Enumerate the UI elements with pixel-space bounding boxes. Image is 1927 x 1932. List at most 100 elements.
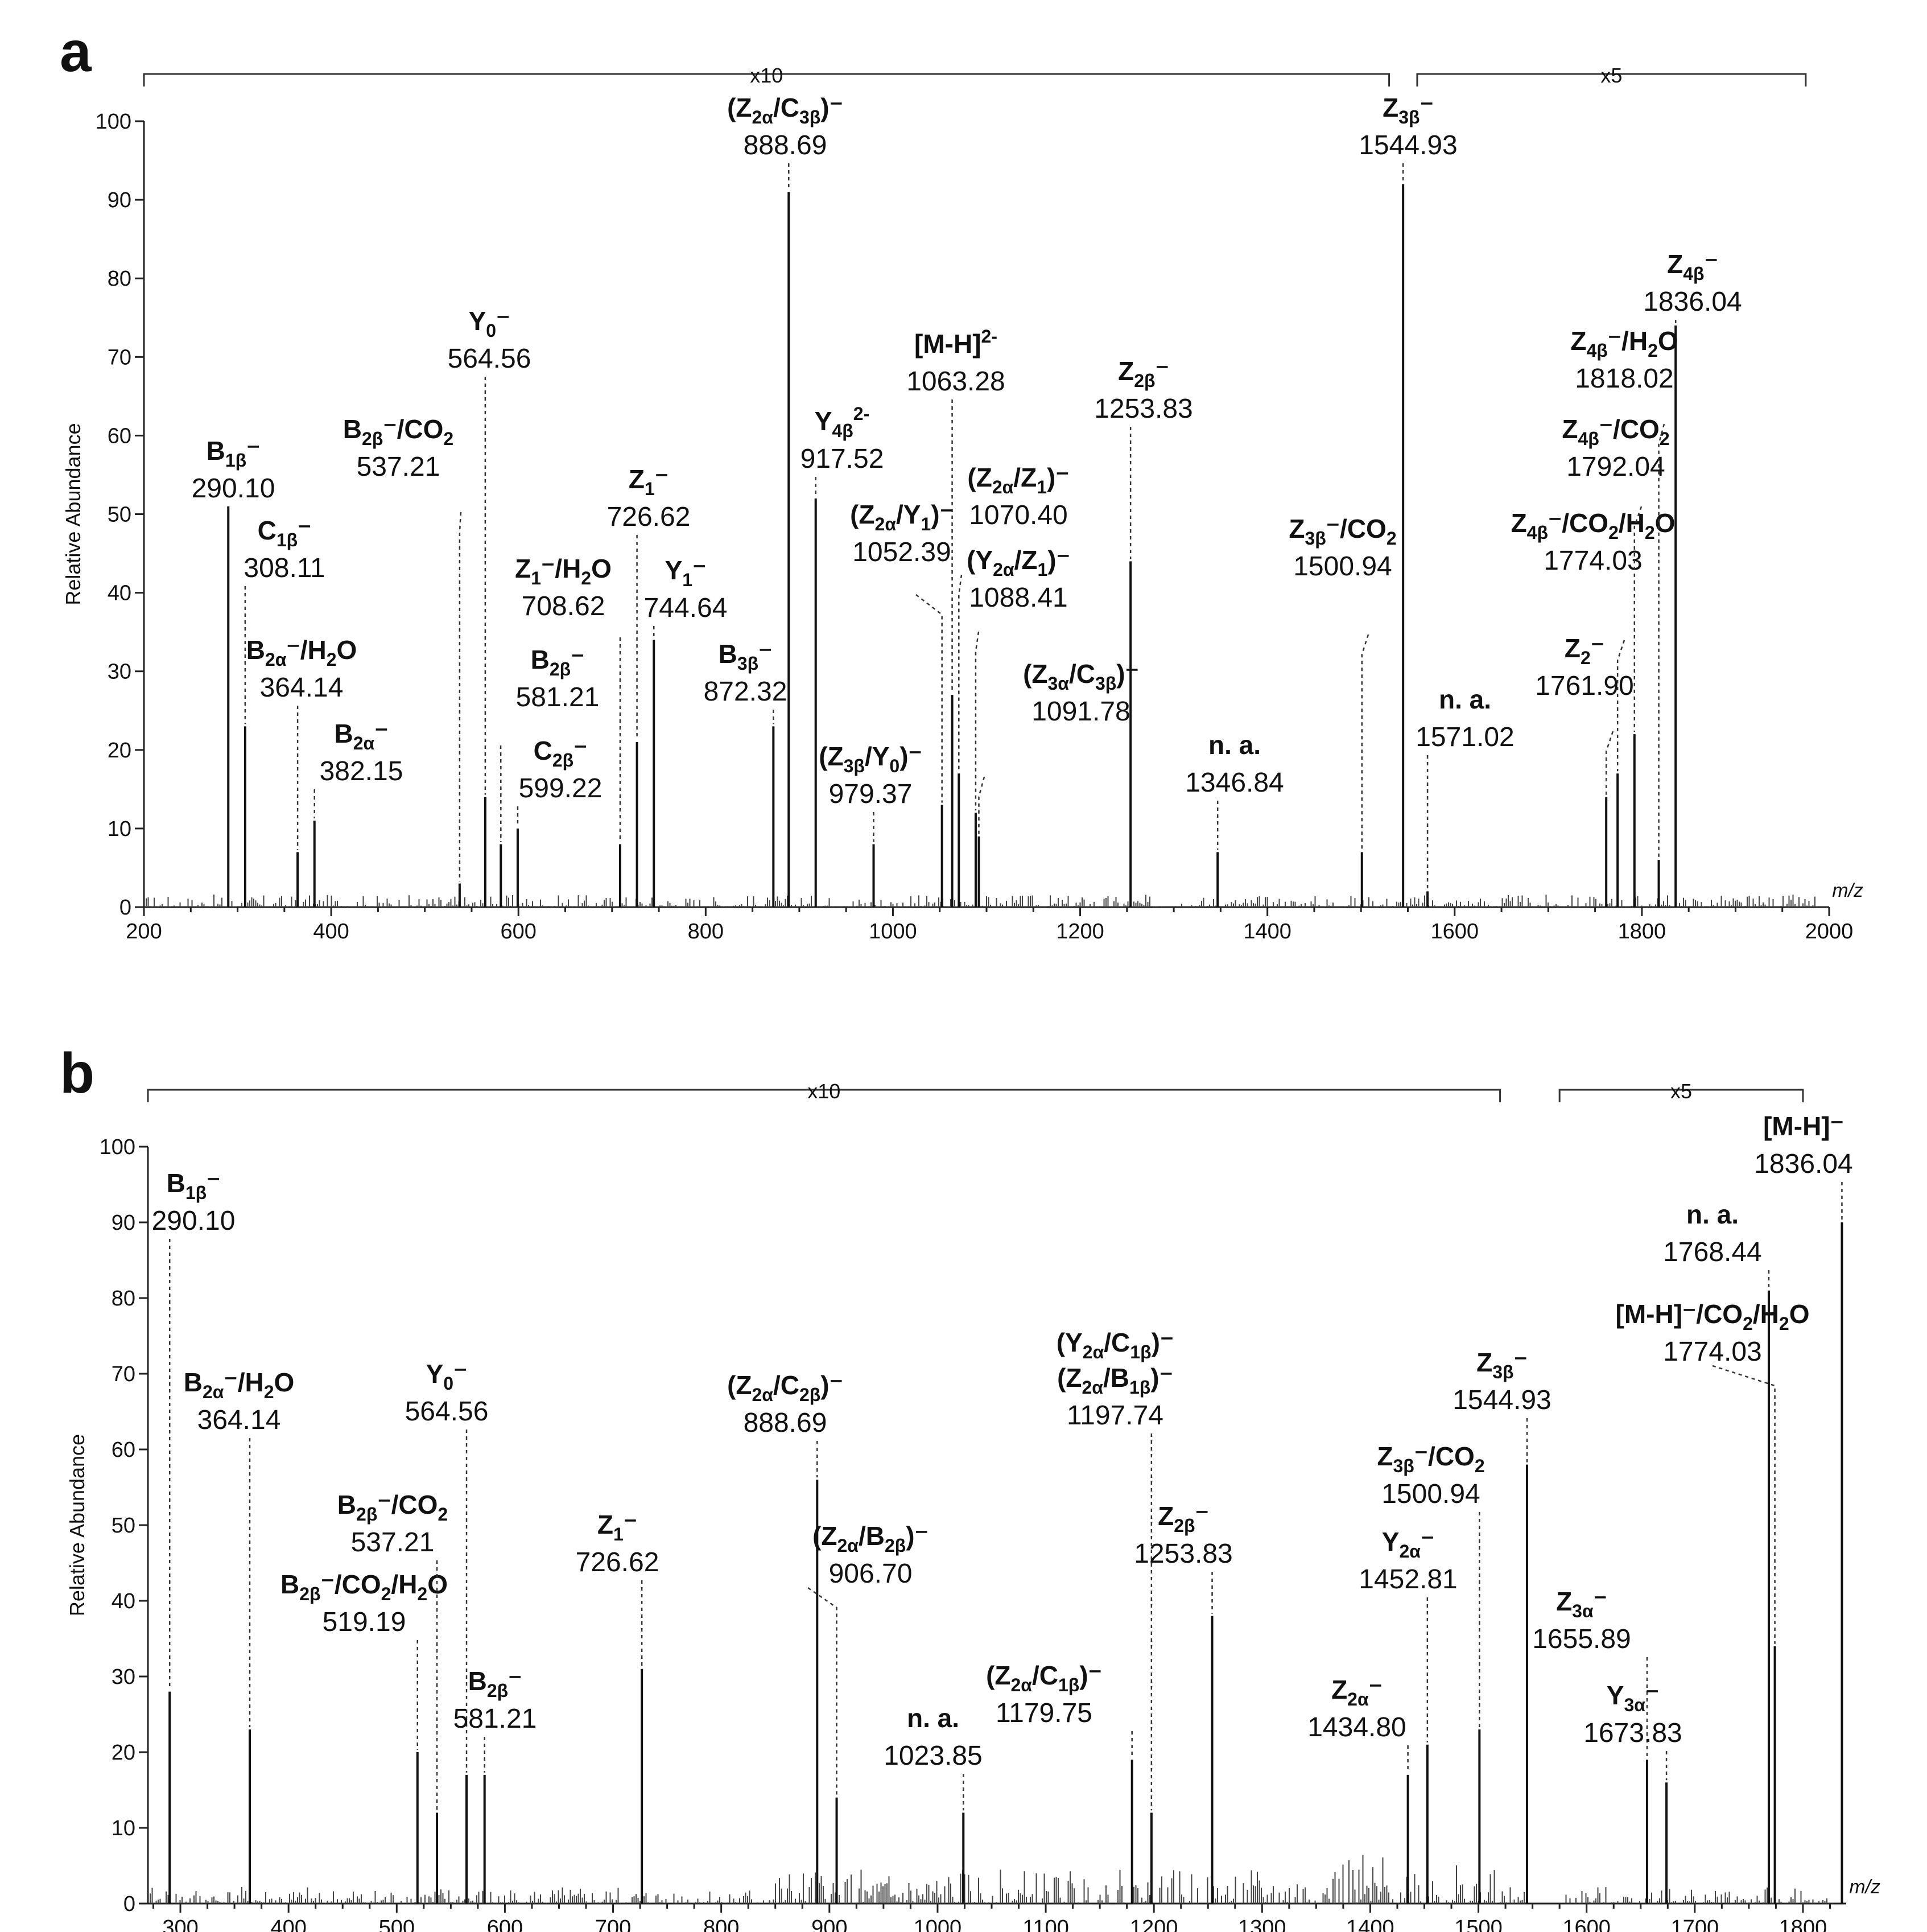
peak-group-a-9: Z1⁻726.62 xyxy=(607,464,690,907)
label-part: )⁻ xyxy=(1152,1328,1174,1357)
label-part: Y xyxy=(1382,1527,1400,1556)
label-part: 2 xyxy=(581,568,591,588)
x-tick-label: 1800 xyxy=(1618,920,1666,944)
label-part: )⁻ xyxy=(931,500,954,529)
mz-label-364.14: 364.14 xyxy=(260,673,344,703)
peak-group-a-16: [M-H]2- 1063.28 xyxy=(906,326,1005,907)
ion-label-1023.85: n. a. xyxy=(907,1703,959,1733)
peak-group-b-5: B2β⁻581.21 xyxy=(453,1666,537,1904)
label-part: B xyxy=(184,1367,203,1397)
label-part: Z xyxy=(1383,93,1398,122)
mz-label-308.11: 308.11 xyxy=(244,553,325,583)
peak-group-a-15: (Z2α/Y1)⁻1052.39 xyxy=(850,500,954,907)
label-part: /H xyxy=(391,1570,417,1599)
x-tick-label: 1300 xyxy=(1238,1916,1286,1932)
label-part: 2α xyxy=(993,559,1014,580)
mz-label-1673.83: 1673.83 xyxy=(1583,1718,1682,1748)
ion-label-537.21: B2β⁻/CO2 xyxy=(343,414,453,449)
label-part: 3β xyxy=(1492,1362,1513,1382)
label-part: 3β xyxy=(1393,1456,1414,1476)
mz-label-1179.75: 1179.75 xyxy=(996,1698,1092,1728)
ion-label-1434.80: Z2α⁻ xyxy=(1331,1675,1383,1709)
mz-label-1088.41: 1088.41 xyxy=(969,583,1068,613)
label-part: 4β xyxy=(1578,429,1599,449)
label-part: 3α xyxy=(1572,1601,1594,1621)
label-part: ⁻/H xyxy=(286,635,326,665)
x-tick-label: 2000 xyxy=(1805,920,1854,944)
mz-label-1792.04: 1792.04 xyxy=(1566,452,1665,482)
label-part: B xyxy=(531,645,550,674)
label-part: ⁻ xyxy=(1421,1527,1434,1556)
label-part: ⁻ xyxy=(496,306,510,336)
label-part: 2α xyxy=(992,477,1014,497)
label-part: 3α xyxy=(1624,1695,1645,1715)
label-part: n. a. xyxy=(1439,685,1491,714)
label-part: ⁻/CO xyxy=(321,1570,381,1599)
peak-group-a-13: Y4β2-917.52 xyxy=(800,403,884,907)
ion-label-726.62: Z1⁻ xyxy=(629,464,669,499)
ion-label-888.69: (Z2α/C2β)⁻ xyxy=(727,1370,843,1405)
mz-label-1452.81: 1452.81 xyxy=(1359,1564,1458,1595)
ion-label-382.15: B2α⁻ xyxy=(335,719,389,753)
label-part: Z xyxy=(1667,249,1683,279)
x-tick-label: 1600 xyxy=(1562,1916,1611,1932)
peak-group-a-21: n. a. 1346.84 xyxy=(1185,730,1284,907)
leader-line xyxy=(1616,640,1625,772)
label-part: B xyxy=(335,719,353,748)
mz-label-1091.78: 1091.78 xyxy=(1031,697,1130,727)
ion-label-564.56: Y0⁻ xyxy=(469,306,510,341)
label-part: 2β xyxy=(487,1680,508,1701)
x-tick-label: 800 xyxy=(703,1916,739,1932)
mz-label-1768.44: 1768.44 xyxy=(1663,1237,1762,1267)
label-part: 2α xyxy=(1011,1675,1033,1695)
leader-line xyxy=(1633,506,1643,732)
y-tick-label: 80 xyxy=(108,267,131,291)
zoom-bracket-x5 xyxy=(1416,73,1807,86)
x-axis-title: m/z xyxy=(1849,1876,1880,1898)
label-part: (Z xyxy=(812,1521,837,1551)
label-part: 1 xyxy=(613,1524,624,1544)
peak-group-a-18: (Y2α/Z1)⁻1088.41 xyxy=(967,545,1070,907)
label-part: 2α xyxy=(1083,1342,1104,1362)
label-part: ⁻/H xyxy=(1608,326,1648,356)
y-axis-title: Relative Abundance xyxy=(65,1434,89,1616)
zoom-label-x10: x10 xyxy=(750,64,783,87)
label-part: O xyxy=(274,1367,295,1397)
leader-line xyxy=(958,574,963,772)
peak-group-b-16: Z3β⁻1544.93 xyxy=(1453,1348,1551,1904)
mz-label-564.56: 564.56 xyxy=(405,1397,489,1427)
mz-label-1818.02: 1818.02 xyxy=(1575,364,1674,394)
zoom-bracket-x5 xyxy=(1558,1089,1804,1102)
label-part: C xyxy=(534,736,552,765)
label-part: Z xyxy=(515,554,531,583)
peak-group-a-25: Z2⁻1761.90 xyxy=(1535,633,1634,907)
label-part: Z xyxy=(597,1510,613,1539)
label-part: /H xyxy=(1753,1299,1779,1329)
ion-label-1253.83: Z2β⁻ xyxy=(1158,1501,1209,1536)
label-part: Y xyxy=(426,1359,444,1389)
label-part: 2β xyxy=(550,659,571,679)
label-part: 2β xyxy=(799,1385,820,1405)
label-part: 1 xyxy=(682,570,692,590)
ion-label-364.14: B2α⁻/H2O xyxy=(184,1367,295,1402)
label-part: ⁻ xyxy=(1591,633,1604,663)
label-part: B xyxy=(343,414,362,444)
peak-group-a-23: Z3β⁻1544.93 xyxy=(1359,93,1458,907)
y-tick-label: 90 xyxy=(112,1211,135,1235)
label-part: 2α xyxy=(875,514,897,534)
peak-group-a-29: Z4β⁻1836.04 xyxy=(1643,249,1742,907)
x-tick-label: 500 xyxy=(379,1916,415,1932)
mz-label-888.69: 888.69 xyxy=(744,130,827,160)
mz-label-290.10: 290.10 xyxy=(152,1206,236,1236)
ion-label-581.21: B2β⁻ xyxy=(531,645,585,679)
ion-label-1088.41: (Y2α/Z1)⁻ xyxy=(967,545,1070,580)
ion-label-1346.84: n. a. xyxy=(1208,730,1261,760)
mz-label-1655.89: 1655.89 xyxy=(1532,1624,1631,1654)
x-tick-label: 700 xyxy=(595,1916,631,1932)
mz-label-1500.94: 1500.94 xyxy=(1381,1479,1480,1509)
peak-group-b-4: Y0⁻564.56 xyxy=(405,1359,489,1904)
ion-label-1774.03: Z4β⁻/CO2/H2O xyxy=(1511,508,1676,543)
